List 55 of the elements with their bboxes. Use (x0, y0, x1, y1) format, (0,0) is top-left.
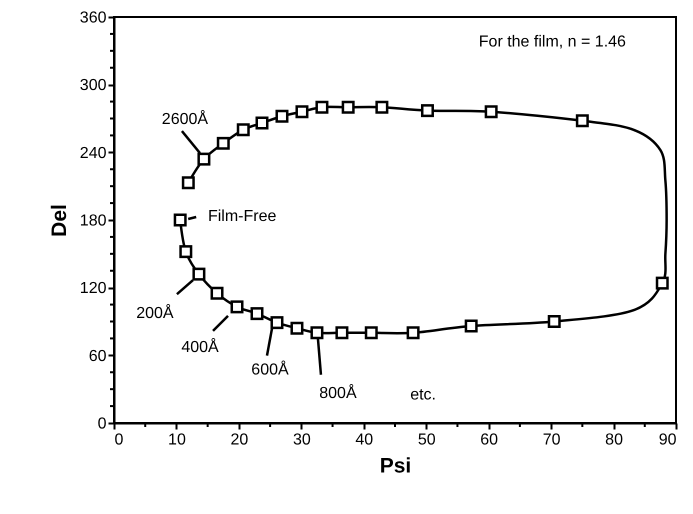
y-tick-label: 120 (80, 280, 107, 298)
point (548, 315, 561, 328)
point (250, 307, 264, 320)
x-tick-label: 70 (542, 432, 561, 448)
annotation: 200Å (136, 304, 174, 322)
point (576, 114, 589, 128)
point (256, 116, 268, 130)
point (275, 110, 288, 123)
y-tick-label: 0 (98, 416, 107, 432)
x-tick-label: 0 (114, 432, 124, 448)
x-tick-label: 20 (230, 432, 248, 448)
y-tick-label: 60 (88, 348, 107, 365)
y-tick-label: 240 (80, 144, 107, 162)
point (364, 326, 378, 340)
annotation: Film-Free (208, 208, 277, 225)
point (656, 276, 669, 290)
x-tick-label: 40 (355, 432, 374, 448)
x-tick-label: 10 (168, 432, 186, 448)
point (236, 123, 250, 136)
x-tick-label: 60 (480, 432, 498, 448)
point (290, 322, 304, 335)
point (310, 326, 324, 340)
point (230, 300, 244, 314)
point (464, 320, 478, 333)
point (484, 105, 498, 118)
point (192, 268, 206, 281)
point (182, 176, 195, 190)
point (375, 100, 388, 114)
annotation: 2600Å (162, 110, 208, 128)
y-axis-title: Del (48, 204, 71, 237)
point (315, 100, 328, 114)
x-tick-label: 80 (605, 432, 624, 448)
y-tick-label: 300 (80, 77, 107, 94)
x-axis-title: Psi (380, 454, 412, 478)
annotation: 800Å (319, 384, 357, 402)
point (270, 316, 284, 330)
annotation: etc. (410, 386, 436, 404)
point (406, 326, 420, 340)
x-tick-label: 30 (292, 432, 311, 448)
point (342, 100, 355, 114)
point (420, 104, 434, 118)
annotation: 400Å (181, 338, 220, 356)
point (179, 245, 192, 258)
point (210, 286, 224, 300)
x-tick-label: 90 (658, 432, 677, 448)
point (335, 326, 348, 340)
point (295, 105, 308, 118)
annotation: For the film, n = 1.46 (478, 33, 626, 50)
y-tick-label: 360 (80, 10, 107, 26)
x-tick-label: 50 (418, 432, 436, 448)
point (174, 214, 187, 226)
annotation: 600Å (251, 360, 289, 379)
point (216, 136, 230, 150)
point (197, 152, 210, 166)
y-tick-label: 180 (80, 212, 107, 230)
